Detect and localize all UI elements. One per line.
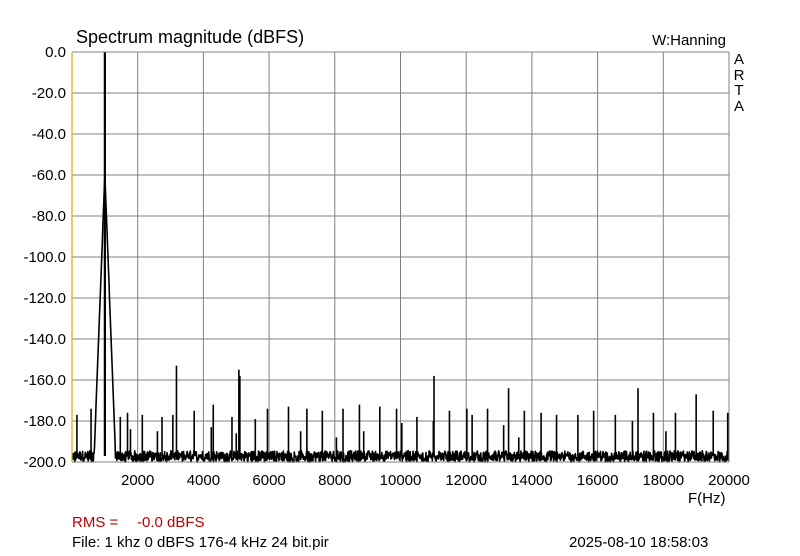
timestamp: 2025-08-10 18:58:03 <box>569 534 709 551</box>
y-tick-label: 0.0 <box>45 44 66 61</box>
window-type-label: W:Hanning <box>652 32 726 49</box>
x-tick-label: 20000 <box>708 472 750 489</box>
y-tick-label: -20.0 <box>32 85 66 102</box>
file-name: File: 1 khz 0 dBFS 176-4 kHz 24 bit.pir <box>72 534 329 551</box>
x-tick-label: 14000 <box>511 472 553 489</box>
y-tick-label: -140.0 <box>23 331 66 348</box>
y-tick-label: -180.0 <box>23 413 66 430</box>
x-tick-label: 6000 <box>252 472 285 489</box>
x-tick-label: 4000 <box>187 472 220 489</box>
y-tick-label: -40.0 <box>32 126 66 143</box>
x-tick-label: 12000 <box>445 472 487 489</box>
x-tick-label: 16000 <box>577 472 619 489</box>
y-tick-label: -160.0 <box>23 372 66 389</box>
spectrum-trace-group <box>71 52 730 463</box>
plot-frame <box>71 51 730 463</box>
chart-title: Spectrum magnitude (dBFS) <box>76 27 305 47</box>
chart-grid <box>72 52 729 462</box>
x-tick-label: 18000 <box>642 472 684 489</box>
rms-label: RMS = <box>72 514 119 531</box>
x-tick-labels: 2000 4000 6000 8000 10000 12000 14000 16000 1800… <box>121 472 750 489</box>
rms-value: -0.0 dBFS <box>137 514 205 531</box>
noise-floor-trace <box>71 177 730 463</box>
y-tick-label: -80.0 <box>32 208 66 225</box>
y-tick-labels: 0.0 -20.0 -40.0 -60.0 -80.0 -100.0 -120.0 -140.… <box>23 44 66 471</box>
y-tick-label: -120.0 <box>23 290 66 307</box>
x-tick-label: 2000 <box>121 472 154 489</box>
y-tick-label: -200.0 <box>23 454 66 471</box>
brand-letter: A <box>733 97 744 115</box>
brand-letter: A <box>733 51 744 68</box>
arta-watermark: A R T A <box>733 52 745 114</box>
y-tick-label: -100.0 <box>23 249 66 266</box>
x-axis-label: F(Hz) <box>688 490 726 507</box>
brand-letter: R <box>733 66 745 84</box>
x-tick-label: 8000 <box>318 472 351 489</box>
brand-letter: T <box>734 82 744 99</box>
x-tick-label: 10000 <box>380 472 422 489</box>
y-tick-label: -60.0 <box>32 167 66 184</box>
